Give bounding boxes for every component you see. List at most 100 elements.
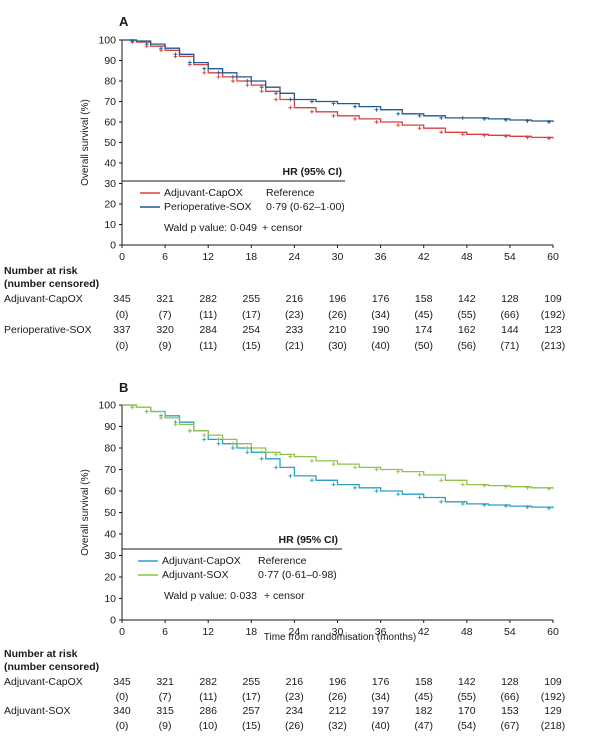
censored-count: (17) [242,309,261,321]
censored-count: (40) [371,720,390,732]
censor-mark [460,132,465,137]
x-tick-label: 6 [162,251,168,263]
censored-count: (26) [328,691,347,703]
x-tick-label: 30 [332,251,344,263]
censored-count: (55) [457,691,476,703]
censor-mark [374,467,379,472]
censored-count: (0) [116,340,129,352]
censored-count: (56) [457,340,476,352]
risk-count: 345 [113,676,131,688]
censored-count: (15) [242,340,261,352]
risk-count: 144 [501,324,519,336]
y-axis-label: Overall survival (%) [80,469,91,556]
censored-count: (71) [501,340,520,352]
censor-mark [274,452,279,457]
risk-count: 176 [372,676,390,688]
risk-count: 233 [286,324,304,336]
risk-count: 196 [329,676,347,688]
panel-label: B [119,380,128,395]
risk-count: 153 [501,705,519,717]
censor-mark [274,465,279,470]
censor-mark [202,437,207,442]
risk-count: 255 [243,676,261,688]
risk-count: 170 [458,705,476,717]
censored-count: (54) [457,720,476,732]
x-tick-label: 12 [202,626,214,638]
legend-hr-0: Reference [266,187,315,199]
plot-area: 0 10 20 30 40 50 60 70 80 90 100 0 6 12 18 24 30 36 42 48 54… [80,400,559,639]
censor-mark [503,134,508,139]
y-tick-label: 70 [104,96,116,108]
censor-mark [245,446,250,450]
censor-mark [216,441,221,446]
censor-mark [144,409,149,414]
risk-count: 282 [199,676,217,688]
risk-count: 216 [286,293,304,305]
risk-count: 162 [458,324,476,336]
y-tick-label: 10 [104,593,116,605]
risk-table: Number at risk (number censored) Adjuvan… [4,648,565,732]
censored-count: (66) [501,691,520,703]
censor-mark [216,70,221,75]
censor-mark [482,133,487,138]
series-line-0 [122,404,554,509]
x-tick-label: 48 [461,251,473,263]
censor-mark [417,113,422,118]
censor-mark [274,97,279,102]
censor-mark [309,99,314,104]
risk-header-line2: (number censored) [4,278,99,290]
censored-count: (10) [199,720,218,732]
risk-count: 142 [458,293,476,305]
censor-mark [482,483,487,488]
censor-mark [439,478,444,483]
censor-mark [417,126,422,131]
censor-mark [396,492,401,497]
risk-row-name-1: Perioperative-SOX [4,324,92,336]
censor-mark [259,85,264,90]
censor-mark [245,79,250,83]
censor-mark [503,117,508,122]
censor-mark [230,79,235,83]
risk-count: 196 [329,293,347,305]
legend-label-1: Perioperative-SOX [164,201,252,213]
censor-mark [245,83,250,88]
censor-mark [309,109,314,114]
censored-count: (0) [116,691,129,703]
censor-mark [331,462,336,467]
censored-count: (7) [159,309,172,321]
legend: HR (95% CI) Adjuvant-CapOX Reference Adj… [122,534,342,602]
x-tick-label: 18 [245,626,257,638]
x-tick-label: 30 [332,626,344,638]
x-tick-label: 0 [119,626,125,638]
legend-hr-1: 0·79 (0·62–1·00) [266,201,345,213]
panel-b: B 0 10 20 30 40 50 60 70 80 90 100 0 6 12 18 24 30 36 42 48… [4,380,565,732]
x-tick-label: 0 [119,251,125,263]
censor-mark [159,46,164,51]
censored-count: (32) [328,720,347,732]
risk-count: 176 [372,293,390,305]
x-tick-label: 54 [504,626,516,638]
censored-count: (218) [541,720,566,732]
censor-mark [525,135,530,140]
risk-count: 182 [415,705,433,717]
censor-mark [547,120,551,124]
p-value: Wald p value: 0·049 [164,222,257,234]
censor-mark [525,485,530,490]
censor-mark [460,501,465,506]
risk-count: 321 [156,293,174,305]
censor-mark [259,450,264,455]
censor-mark [309,458,314,463]
risk-count: 255 [243,293,261,305]
y-tick-label: 50 [104,137,116,149]
risk-count: 234 [286,705,304,717]
censor-mark [396,111,401,116]
risk-header-line1: Number at risk [4,648,78,660]
censor-mark [202,433,207,438]
censored-count: (45) [414,691,433,703]
risk-table: Number at risk (number censored) Adjuvan… [4,265,565,352]
censor-mark [173,422,178,427]
censored-count: (67) [501,720,520,732]
y-tick-label: 70 [104,464,116,476]
censor-mark [173,52,178,57]
y-tick-label: 100 [98,400,116,412]
